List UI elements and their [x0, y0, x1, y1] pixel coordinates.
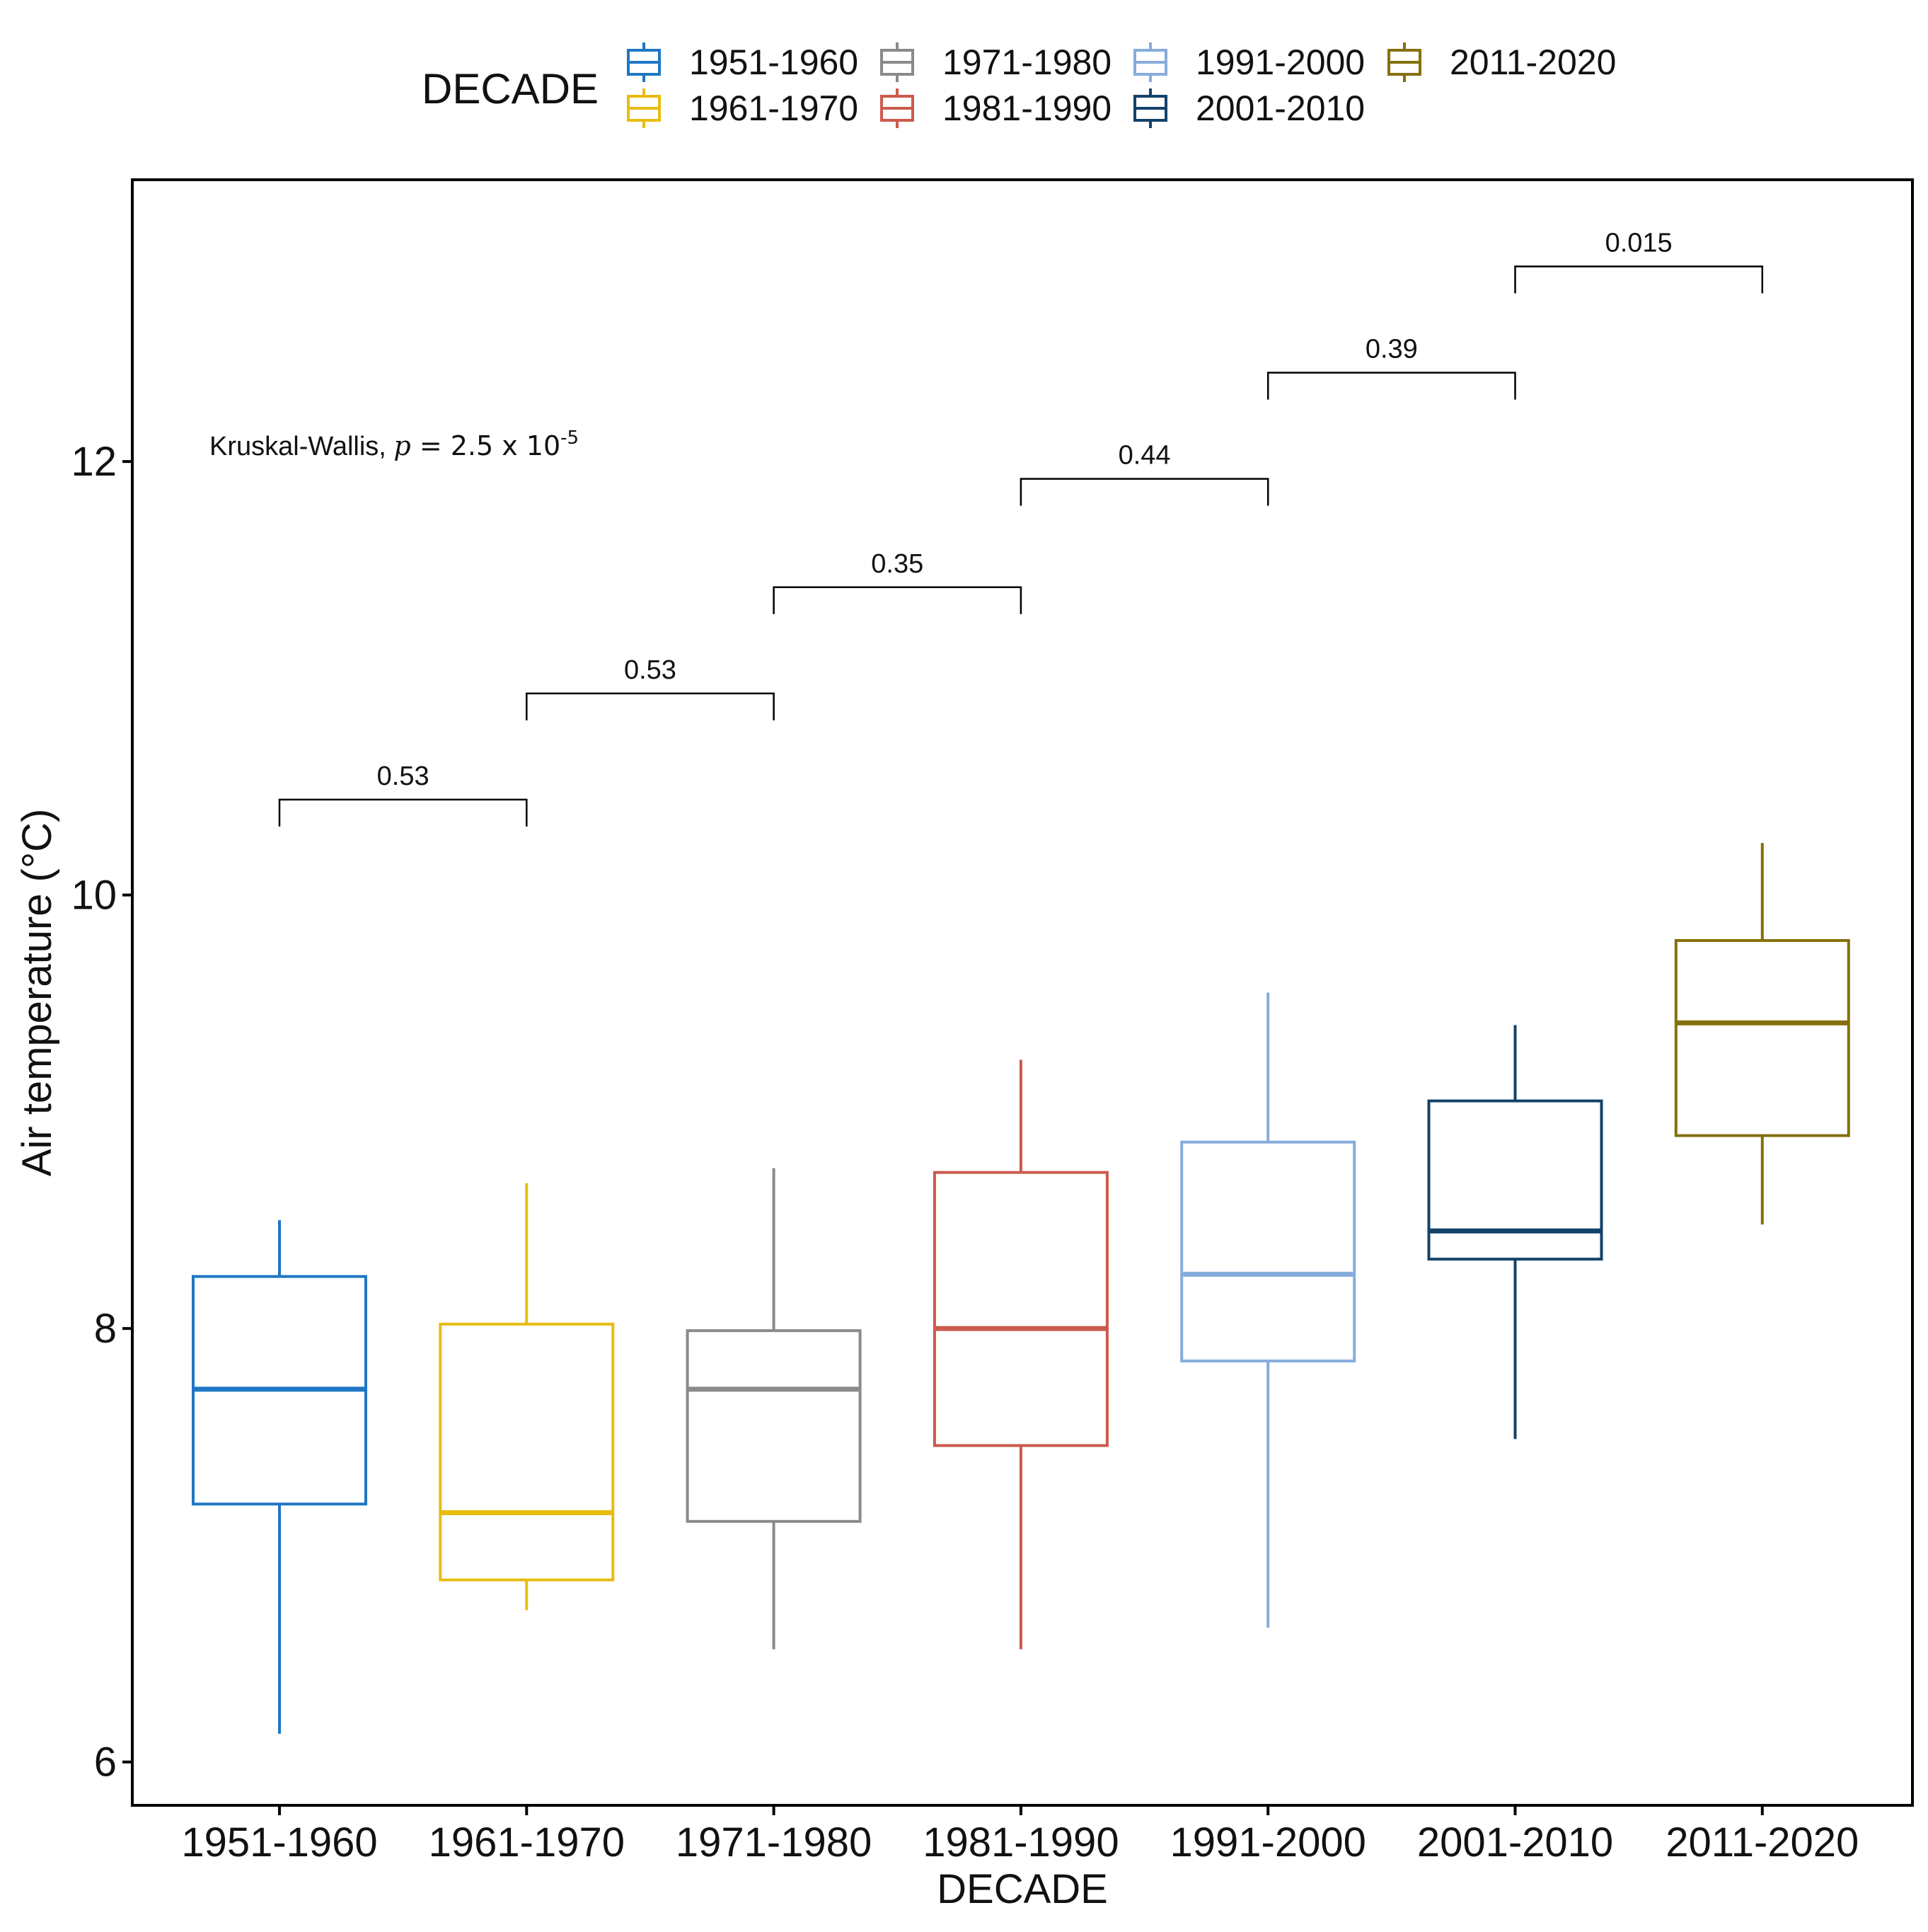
y-tick-label: 8: [94, 1306, 117, 1352]
iqr-box: [1427, 1099, 1603, 1261]
p-value: = 2.5 x 10: [420, 430, 560, 461]
comparison-brackets: 0.53 0.53 0.35 0.44 0.39 0.015: [278, 229, 1764, 827]
x-tick-label: 1981-1990: [923, 1819, 1119, 1865]
x-tick-label: 1991-2000: [1170, 1819, 1366, 1865]
legend-label: 1971-1980: [942, 42, 1112, 82]
legend-label: 2011-2020: [1450, 42, 1616, 82]
legend-key-boxplot-icon: [1387, 42, 1421, 82]
p-value-label: 0.44: [1119, 441, 1171, 471]
legend-label: 1991-2000: [1196, 42, 1365, 82]
p-value-label: 0.53: [377, 761, 429, 791]
legend-label: 2001-2010: [1196, 88, 1365, 128]
iqr-box: [1674, 938, 1850, 1137]
legend-title: DECADE: [422, 65, 599, 113]
legend-item-2001-2010: 2001-2010: [1133, 88, 1365, 128]
iqr-box: [933, 1171, 1109, 1447]
bracket-line: [773, 586, 1022, 614]
test-name: Kruskal-Wallis,: [209, 432, 393, 461]
legend: DECADE 1951-1960 1961-1970 1971-1980 1981-19…: [422, 42, 1616, 128]
x-tick-label: 2011-2020: [1666, 1819, 1859, 1865]
p-value-label: 0.39: [1366, 335, 1418, 364]
y-tick-label: 10: [71, 873, 117, 919]
box-2001-2010: [1427, 1025, 1603, 1439]
legend-key-boxplot-icon: [627, 88, 661, 128]
box-1981-1990: [933, 1059, 1109, 1650]
p-value-label: 0.53: [624, 655, 676, 685]
legend-label: 1981-1990: [942, 88, 1112, 128]
kruskal-annotation-group: Kruskal-Wallis, p = 2.5 x 10-5: [209, 427, 579, 461]
bracket-line: [1266, 372, 1516, 400]
comparison-bracket: 0.39: [1266, 335, 1516, 400]
legend-key-boxplot-icon: [880, 42, 914, 82]
legend-label: 1951-1960: [689, 42, 858, 82]
boxes: [192, 843, 1850, 1734]
x-axis-title: DECADE: [937, 1866, 1108, 1912]
legend-item-1951-1960: 1951-1960: [627, 42, 858, 82]
p-symbol: p: [393, 430, 419, 461]
legend-label: 1961-1970: [689, 88, 858, 128]
box-2011-2020: [1674, 843, 1850, 1225]
p-value-label: 0.015: [1605, 229, 1673, 258]
plot-panel-border: [131, 178, 1914, 1807]
y-tick-label: 12: [71, 439, 117, 485]
bracket-line: [1514, 265, 1764, 294]
legend-key-boxplot-icon: [880, 88, 914, 128]
kruskal-wallis-annotation: Kruskal-Wallis, p = 2.5 x 10-5: [209, 427, 579, 461]
box-1971-1980: [686, 1168, 862, 1650]
p-value-label: 0.35: [871, 549, 923, 579]
axes: 6 8 10 12 1951-1960 1961-1970 1971-1980 1981-19…: [14, 439, 1859, 1912]
legend-item-1971-1980: 1971-1980: [880, 42, 1112, 82]
legend-key-boxplot-icon: [1133, 42, 1167, 82]
legend-item-1981-1990: 1981-1990: [880, 88, 1112, 128]
box-1951-1960: [192, 1220, 367, 1734]
y-tick-label: 6: [94, 1740, 117, 1786]
iqr-box: [1180, 1140, 1356, 1363]
bracket-line: [278, 798, 528, 827]
comparison-bracket: 0.44: [1020, 441, 1269, 506]
box-1961-1970: [439, 1183, 615, 1611]
x-tick-label: 1951-1960: [181, 1819, 377, 1865]
box-1991-2000: [1180, 992, 1356, 1628]
p-exponent: -5: [560, 427, 579, 449]
legend-item-1991-2000: 1991-2000: [1133, 42, 1365, 82]
iqr-box: [439, 1323, 615, 1582]
x-tick-label: 2001-2010: [1417, 1819, 1613, 1865]
legend-key-boxplot-icon: [1133, 88, 1167, 128]
iqr-box: [686, 1329, 862, 1523]
x-tick-label: 1971-1980: [676, 1819, 872, 1865]
y-axis-title: Air temperature (°C): [14, 809, 60, 1177]
comparison-bracket: 0.53: [526, 655, 775, 720]
x-tick-label: 1961-1970: [429, 1819, 625, 1865]
bracket-line: [526, 692, 775, 720]
bracket-line: [1020, 478, 1269, 506]
legend-item-2011-2020: 2011-2020: [1387, 42, 1616, 82]
comparison-bracket: 0.53: [278, 761, 528, 827]
legend-key-boxplot-icon: [627, 42, 661, 82]
comparison-bracket: 0.015: [1514, 229, 1764, 294]
comparison-bracket: 0.35: [773, 549, 1022, 614]
legend-item-1961-1970: 1961-1970: [627, 88, 858, 128]
